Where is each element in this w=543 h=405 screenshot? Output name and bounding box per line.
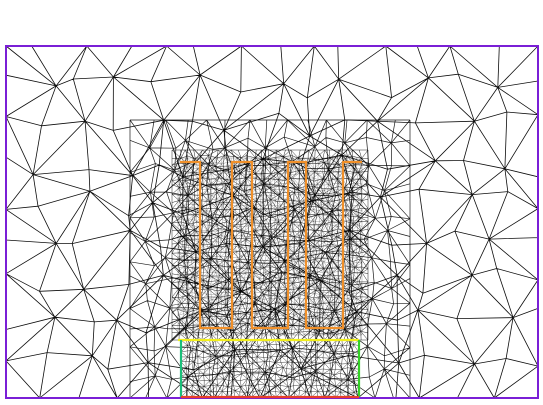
meander-conductor-outline [180,160,362,330]
region-boundaries [5,45,539,399]
